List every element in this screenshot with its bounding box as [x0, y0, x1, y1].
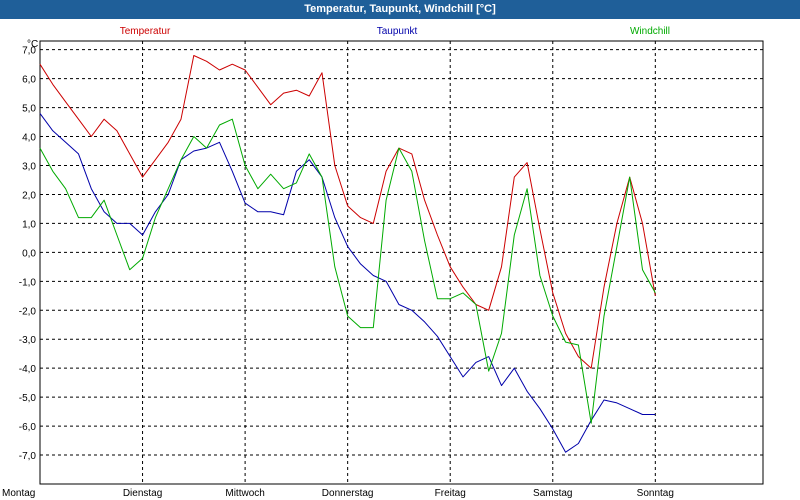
- title-bar: Temperatur, Taupunkt, Windchill [°C]: [0, 0, 800, 19]
- line-chart: 7,0 6,0 5,0 4,0 3,0 2,0 1,0 0,0 -1,0 -2,0 -3,0 -4,0…: [0, 19, 800, 500]
- x-tick-day: Freitag: [435, 488, 466, 499]
- x-tick-day: Samstag: [533, 488, 572, 499]
- x-tick-day: Dienstag: [123, 488, 162, 499]
- legend: Temperatur Taupunkt Windchill: [120, 26, 670, 37]
- legend-label-temperatur: Temperatur: [120, 26, 171, 37]
- series-line-temperatur: [39, 55, 656, 369]
- y-axis-unit: °C: [27, 39, 38, 50]
- legend-label-taupunkt: Taupunkt: [377, 26, 418, 37]
- chart-title: Temperatur, Taupunkt, Windchill [°C]: [304, 3, 496, 15]
- chart-background: [0, 19, 800, 500]
- y-tick-label: -6,0: [19, 422, 37, 433]
- y-tick-label: 0,0: [22, 248, 36, 259]
- y-tick-label: 5,0: [22, 104, 36, 115]
- legend-label-windchill: Windchill: [630, 26, 670, 37]
- tick-labels: 7,0 6,0 5,0 4,0 3,0 2,0 1,0 0,0 -1,0 -2,0 -3,0 -4,0…: [2, 46, 674, 499]
- y-tick-label: 6,0: [22, 75, 36, 86]
- y-tick-label: -5,0: [19, 393, 37, 404]
- y-tick-label: -3,0: [19, 335, 37, 346]
- axes: [39, 40, 764, 485]
- y-tick-label: 2,0: [22, 190, 36, 201]
- y-tick-label: -4,0: [19, 364, 37, 375]
- x-tick-day: Montag: [2, 488, 35, 499]
- y-tick-label: -2,0: [19, 306, 37, 317]
- x-tick-day: Sonntag: [637, 488, 674, 499]
- series-lines: [39, 55, 656, 453]
- plot-frame: [39, 40, 764, 485]
- x-tick-day: Donnerstag: [322, 488, 374, 499]
- y-tick-label: -7,0: [19, 451, 37, 462]
- y-tick-label: 3,0: [22, 162, 36, 173]
- y-tick-label: 4,0: [22, 133, 36, 144]
- y-tick-label: 7,0: [22, 46, 36, 57]
- x-tick-day: Mittwoch: [225, 488, 264, 499]
- grid: [40, 41, 763, 484]
- series-line-taupunkt: [39, 113, 656, 453]
- y-tick-label: -1,0: [19, 277, 37, 288]
- y-tick-label: 1,0: [22, 219, 36, 230]
- series-line-windchill: [39, 118, 656, 424]
